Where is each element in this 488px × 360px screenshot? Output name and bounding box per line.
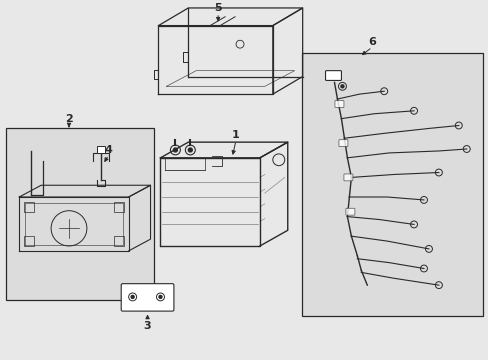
Bar bbox=[301, 53, 482, 315]
Circle shape bbox=[340, 85, 343, 88]
Text: 3: 3 bbox=[143, 321, 151, 332]
Bar bbox=[24, 236, 34, 246]
Circle shape bbox=[173, 148, 177, 152]
FancyBboxPatch shape bbox=[334, 100, 343, 107]
Bar bbox=[114, 236, 123, 246]
Bar bbox=[24, 202, 34, 212]
Text: 1: 1 bbox=[232, 130, 240, 140]
Bar bbox=[6, 129, 153, 300]
Circle shape bbox=[131, 296, 134, 298]
Text: 5: 5 bbox=[214, 3, 222, 13]
Bar bbox=[97, 146, 104, 153]
FancyBboxPatch shape bbox=[338, 140, 347, 147]
Circle shape bbox=[188, 148, 192, 152]
Circle shape bbox=[159, 296, 162, 298]
Text: 6: 6 bbox=[367, 37, 375, 47]
Text: 2: 2 bbox=[65, 113, 73, 123]
FancyBboxPatch shape bbox=[325, 71, 341, 80]
Text: 4: 4 bbox=[104, 145, 112, 155]
Bar bbox=[114, 202, 123, 212]
FancyBboxPatch shape bbox=[345, 208, 354, 215]
FancyBboxPatch shape bbox=[343, 174, 352, 181]
FancyBboxPatch shape bbox=[121, 284, 174, 311]
